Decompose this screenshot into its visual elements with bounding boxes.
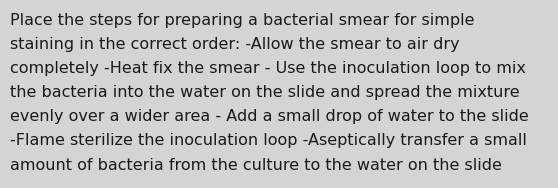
Text: evenly over a wider area - Add a small drop of water to the slide: evenly over a wider area - Add a small d… — [10, 109, 529, 124]
Text: Place the steps for preparing a bacterial smear for simple: Place the steps for preparing a bacteria… — [10, 13, 474, 28]
Text: amount of bacteria from the culture to the water on the slide: amount of bacteria from the culture to t… — [10, 158, 502, 173]
Text: completely -Heat fix the smear - Use the inoculation loop to mix: completely -Heat fix the smear - Use the… — [10, 61, 526, 76]
Text: staining in the correct order: -Allow the smear to air dry: staining in the correct order: -Allow th… — [10, 37, 460, 52]
Text: -Flame sterilize the inoculation loop -Aseptically transfer a small: -Flame sterilize the inoculation loop -A… — [10, 133, 527, 149]
Text: the bacteria into the water on the slide and spread the mixture: the bacteria into the water on the slide… — [10, 85, 519, 100]
